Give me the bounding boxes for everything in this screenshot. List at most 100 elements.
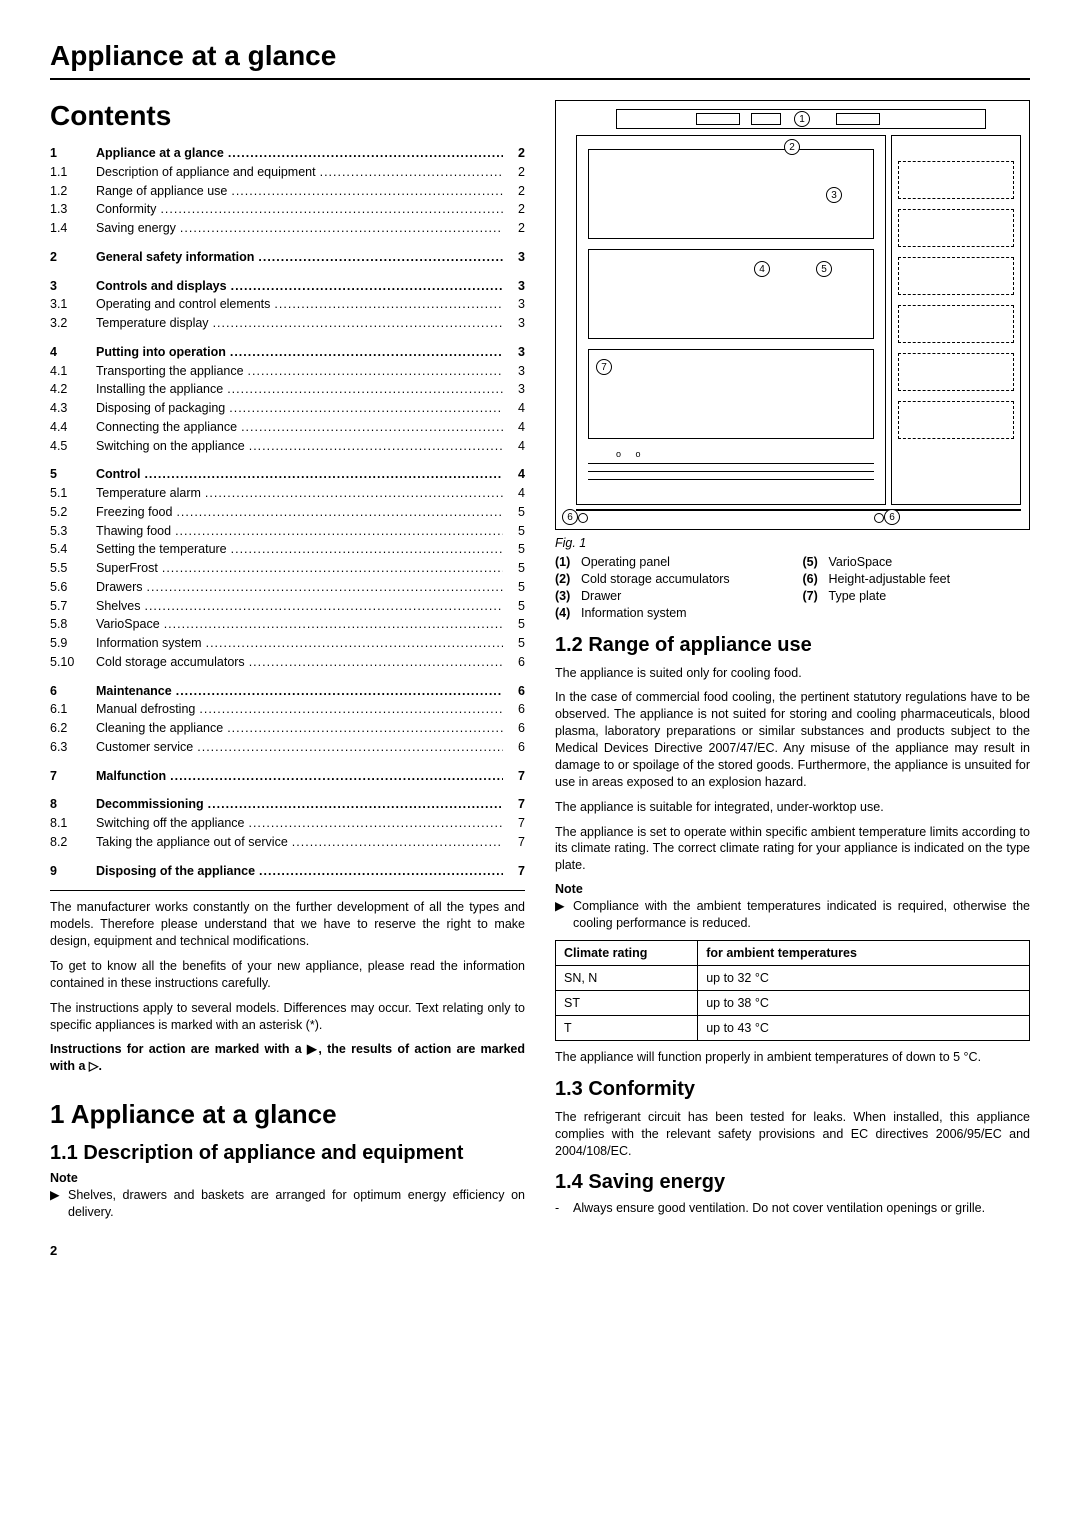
toc-number: 5.6 — [50, 578, 96, 597]
legend-text: VarioSpace — [829, 554, 893, 571]
toc-page: 3 — [503, 362, 525, 381]
toc-row: 5.9Information system5 — [50, 634, 525, 653]
toc-row: 3.2Temperature display3 — [50, 314, 525, 333]
toc-page: 7 — [503, 814, 525, 833]
toc-page: 3 — [503, 277, 525, 296]
toc-number: 1.4 — [50, 219, 96, 238]
toc-title: Decommissioning — [96, 795, 503, 814]
toc-number: 6.2 — [50, 719, 96, 738]
toc-group: 1Appliance at a glance21.1Description of… — [50, 144, 525, 238]
toc-group: 3Controls and displays33.1Operating and … — [50, 277, 525, 333]
toc-page: 4 — [503, 399, 525, 418]
para-12e: The appliance will function properly in … — [555, 1049, 1030, 1066]
toc-row: 2General safety information3 — [50, 248, 525, 267]
toc-row: 3Controls and displays3 — [50, 277, 525, 296]
note-label-12: Note — [555, 882, 1030, 896]
table-header-a: Climate rating — [556, 940, 698, 965]
toc-title: SuperFrost — [96, 559, 503, 578]
legend-right: (5)VarioSpace(6)Height-adjustable feet(7… — [803, 554, 1031, 622]
paragraph-manufacturer: The manufacturer works constantly on the… — [50, 899, 525, 950]
toc-title: Information system — [96, 634, 503, 653]
para-12a: The appliance is suited only for cooling… — [555, 665, 1030, 682]
toc-group: 8Decommissioning78.1Switching off the ap… — [50, 795, 525, 851]
toc-row: 5.1Temperature alarm4 — [50, 484, 525, 503]
toc-number: 5 — [50, 465, 96, 484]
toc-group: 7Malfunction7 — [50, 767, 525, 786]
toc-row: 4.4Connecting the appliance4 — [50, 418, 525, 437]
legend-num: (7) — [803, 588, 829, 605]
toc-row: 3.1Operating and control elements3 — [50, 295, 525, 314]
toc-page: 7 — [503, 767, 525, 786]
fig-label-4: 4 — [754, 261, 770, 277]
toc-page: 2 — [503, 144, 525, 163]
toc-page: 5 — [503, 615, 525, 634]
toc-title: Cold storage accumulators — [96, 653, 503, 672]
para-12c: The appliance is suitable for integrated… — [555, 799, 1030, 816]
toc-row: 4Putting into operation3 — [50, 343, 525, 362]
toc-title: Taking the appliance out of service — [96, 833, 503, 852]
toc-row: 5.3Thawing food5 — [50, 522, 525, 541]
toc-row: 5.8VarioSpace5 — [50, 615, 525, 634]
note-bullet-icon: ▶ — [555, 898, 573, 932]
toc-row: 1.1Description of appliance and equipmen… — [50, 163, 525, 182]
toc-title: Malfunction — [96, 767, 503, 786]
toc-row: 5.10Cold storage accumulators6 — [50, 653, 525, 672]
toc-title: Operating and control elements — [96, 295, 503, 314]
toc-number: 5.9 — [50, 634, 96, 653]
toc-page: 6 — [503, 700, 525, 719]
heading-1-4: 1.4 Saving energy — [555, 1171, 1030, 1194]
toc-group: 2General safety information3 — [50, 248, 525, 267]
toc-number: 5.2 — [50, 503, 96, 522]
toc-row: 6.2Cleaning the appliance6 — [50, 719, 525, 738]
toc-page: 3 — [503, 343, 525, 362]
fig-label-3: 3 — [826, 187, 842, 203]
toc-row: 7Malfunction7 — [50, 767, 525, 786]
toc-page: 3 — [503, 314, 525, 333]
legend-text: Information system — [581, 605, 687, 622]
toc-title: Disposing of the appliance — [96, 862, 503, 881]
fig-label-6a: 6 — [562, 509, 578, 525]
toc-number: 2 — [50, 248, 96, 267]
toc-number: 4.5 — [50, 437, 96, 456]
toc-page: 5 — [503, 578, 525, 597]
legend-item: (5)VarioSpace — [803, 554, 1031, 571]
toc-title: Drawers — [96, 578, 503, 597]
toc-page: 5 — [503, 540, 525, 559]
toc-page: 5 — [503, 634, 525, 653]
toc-title: Appliance at a glance — [96, 144, 503, 163]
figure-1: 1 2 3 4 5 7 — [555, 100, 1030, 530]
toc-row: 1.3Conformity2 — [50, 200, 525, 219]
toc-number: 5.10 — [50, 653, 96, 672]
toc-row: 5.2Freezing food5 — [50, 503, 525, 522]
toc-title: Temperature alarm — [96, 484, 503, 503]
toc-row: 5Control4 — [50, 465, 525, 484]
toc-title: Putting into operation — [96, 343, 503, 362]
toc-title: Shelves — [96, 597, 503, 616]
legend-item: (2)Cold storage accumulators — [555, 571, 783, 588]
toc-row: 5.4Setting the temperature5 — [50, 540, 525, 559]
table-cell: up to 38 °C — [698, 990, 1030, 1015]
toc-row: 1Appliance at a glance2 — [50, 144, 525, 163]
toc-page: 3 — [503, 295, 525, 314]
toc-row: 4.2Installing the appliance3 — [50, 380, 525, 399]
toc-number: 5.4 — [50, 540, 96, 559]
legend-left: (1)Operating panel(2)Cold storage accumu… — [555, 554, 783, 622]
legend-num: (2) — [555, 571, 581, 588]
para-12d: The appliance is set to operate within s… — [555, 824, 1030, 875]
note-1-1: ▶ Shelves, drawers and baskets are arran… — [50, 1187, 525, 1221]
toc-page: 5 — [503, 597, 525, 616]
toc-number: 5.3 — [50, 522, 96, 541]
toc-row: 8Decommissioning7 — [50, 795, 525, 814]
toc-group: 9Disposing of the appliance7 — [50, 862, 525, 881]
toc-title: Saving energy — [96, 219, 503, 238]
table-cell: T — [556, 1015, 698, 1040]
toc-row: 8.1Switching off the appliance7 — [50, 814, 525, 833]
toc-row: 5.5SuperFrost5 — [50, 559, 525, 578]
toc-row: 4.1Transporting the appliance3 — [50, 362, 525, 381]
toc-row: 4.3Disposing of packaging4 — [50, 399, 525, 418]
toc-title: Controls and displays — [96, 277, 503, 296]
toc-page: 3 — [503, 380, 525, 399]
toc-page: 7 — [503, 833, 525, 852]
toc-number: 4.3 — [50, 399, 96, 418]
toc-page: 5 — [503, 522, 525, 541]
